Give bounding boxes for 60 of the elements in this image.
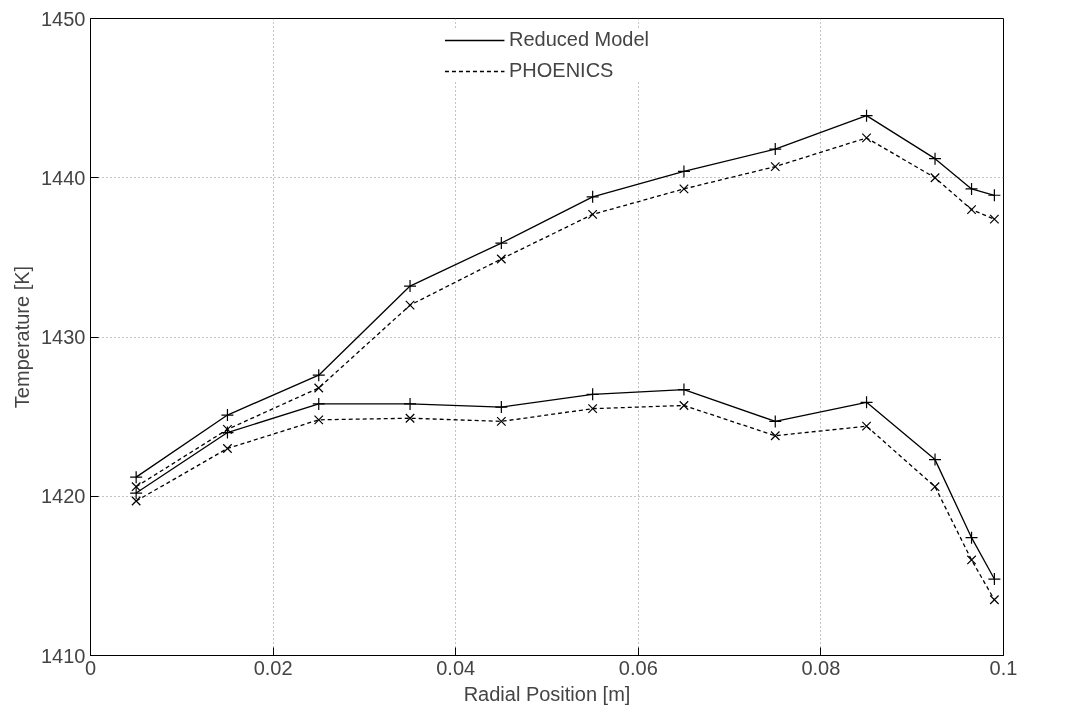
point xyxy=(220,408,235,422)
point xyxy=(312,397,326,411)
point xyxy=(494,236,508,250)
point xyxy=(587,209,598,220)
point xyxy=(403,397,417,411)
point xyxy=(928,453,942,467)
y-tick-label: 1410 xyxy=(41,644,86,667)
legend-label: Reduced Model xyxy=(508,28,650,51)
y-tick-label: 1440 xyxy=(41,166,86,189)
point xyxy=(859,395,874,409)
point xyxy=(494,400,508,414)
point xyxy=(930,172,940,183)
point xyxy=(679,400,689,411)
point xyxy=(859,109,874,123)
point xyxy=(403,279,417,293)
point xyxy=(768,414,782,428)
point xyxy=(496,254,507,264)
point xyxy=(496,416,507,427)
point xyxy=(586,387,600,401)
x-tick-label: 0.06 xyxy=(618,656,658,679)
point xyxy=(405,300,415,310)
x-tick-label: 0 xyxy=(84,656,97,679)
point xyxy=(770,430,781,441)
x-tick-label: 0.02 xyxy=(253,656,293,679)
x-tick-label: 0.04 xyxy=(436,656,476,679)
point xyxy=(770,161,781,172)
y-tick-label: 1420 xyxy=(41,485,86,508)
x-tick-label: 0.1 xyxy=(989,656,1018,679)
point xyxy=(966,204,977,215)
point xyxy=(964,531,979,545)
point xyxy=(989,214,1000,224)
y-axis-title: Temperature [K] xyxy=(11,265,34,409)
y-tick-label: 1450 xyxy=(41,7,86,30)
point xyxy=(987,572,1001,586)
point xyxy=(966,555,977,565)
point xyxy=(677,164,691,178)
point xyxy=(861,133,872,143)
point xyxy=(220,425,235,440)
point xyxy=(405,413,415,424)
point xyxy=(586,190,600,204)
point xyxy=(861,421,872,432)
point xyxy=(989,594,1000,605)
point xyxy=(679,184,689,194)
point xyxy=(768,142,782,156)
point xyxy=(129,470,143,484)
point xyxy=(222,443,233,454)
point xyxy=(930,481,940,492)
legend-label: PHOENICS xyxy=(508,59,614,82)
point xyxy=(131,496,141,506)
point xyxy=(928,152,942,166)
point xyxy=(313,383,324,393)
point xyxy=(964,182,979,196)
point xyxy=(587,403,598,414)
x-axis-title: Radial Position [m] xyxy=(463,682,631,705)
x-tick-label: 0.08 xyxy=(801,656,841,679)
point xyxy=(987,188,1001,202)
y-tick-label: 1430 xyxy=(41,326,86,348)
point xyxy=(677,382,691,397)
point xyxy=(313,414,324,425)
point xyxy=(312,368,326,382)
